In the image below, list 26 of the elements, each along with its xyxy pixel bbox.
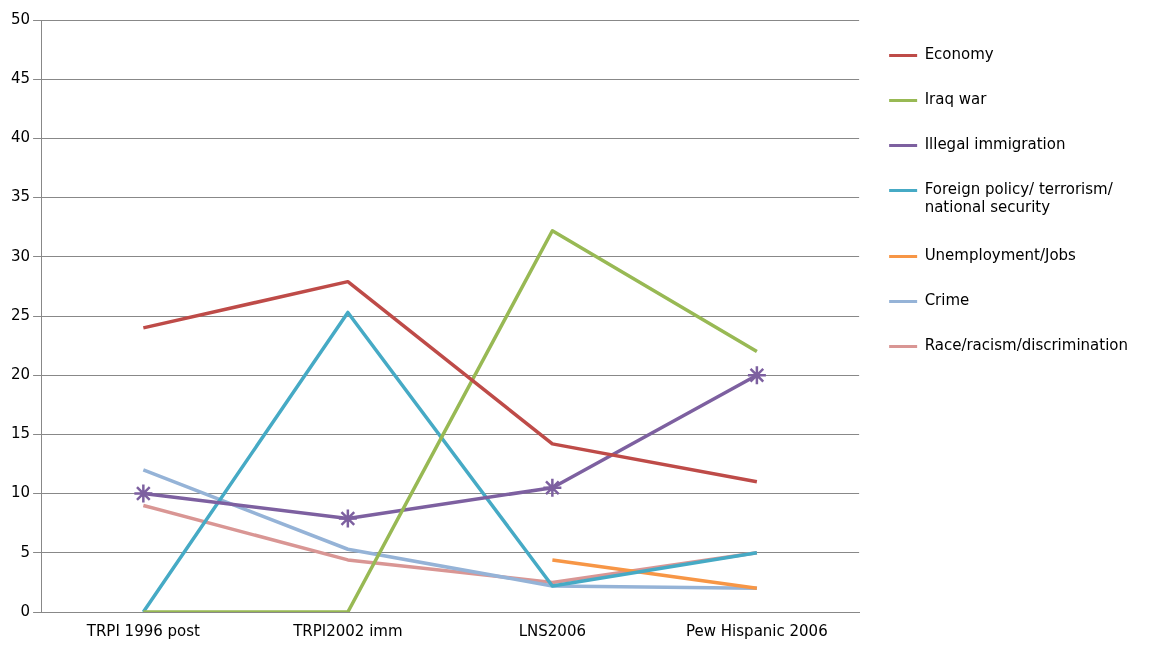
y-tick-label: 40 [10, 128, 31, 147]
legend-label: Iraq war [924, 90, 988, 109]
y-tick-label: 45 [10, 69, 31, 88]
y-tick-label: 50 [10, 9, 31, 28]
y-tick-label: 35 [10, 187, 31, 206]
point [746, 364, 768, 386]
y-tick-label: 5 [20, 542, 31, 561]
y-tick-label: 0 [20, 601, 31, 620]
x-tick-label: LNS2006 [518, 621, 587, 640]
point [542, 477, 563, 498]
point [337, 508, 359, 529]
y-tick-label: 10 [10, 483, 31, 502]
legend-label: Illegal immigration [924, 135, 1066, 154]
x-tick-label: Pew Hispanic 2006 [686, 621, 828, 640]
legend-label: Economy [924, 45, 994, 64]
legend-label: Crime [924, 291, 970, 310]
x-tick-label: TRPI 1996 post [85, 621, 201, 640]
y-tick-label: 15 [10, 424, 31, 443]
y-tick-label: 30 [10, 246, 31, 265]
legend-label: Race/racism/discrimination [924, 336, 1129, 355]
point [133, 483, 154, 504]
legend-label: Unemployment/Jobs [924, 246, 1077, 265]
x-tick-label: TRPI2002 imm [292, 621, 403, 640]
y-tick-label: 20 [10, 365, 31, 384]
y-tick-label: 25 [10, 305, 31, 324]
legend-label: Foreign policy/ terrorism/ national security [924, 180, 1114, 217]
